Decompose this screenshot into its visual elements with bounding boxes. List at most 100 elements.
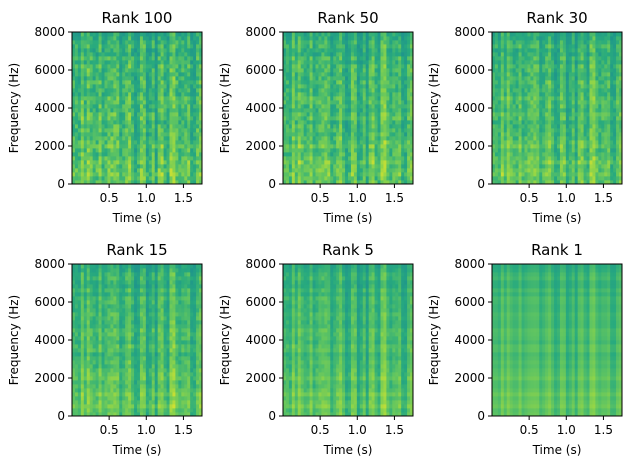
heatmap-cell bbox=[160, 40, 164, 45]
heatmap-cell bbox=[374, 64, 378, 69]
heatmap-cell bbox=[300, 176, 305, 181]
heatmap-cell bbox=[604, 116, 608, 121]
heatmap-cell bbox=[554, 104, 558, 109]
heatmap-cell bbox=[175, 84, 179, 89]
heatmap-cell bbox=[104, 112, 108, 117]
heatmap-cell bbox=[190, 124, 194, 129]
heatmap-cell bbox=[586, 68, 590, 73]
heatmap-cell bbox=[374, 176, 378, 181]
heatmap-cell bbox=[187, 176, 191, 181]
heatmap-cell bbox=[574, 76, 579, 81]
heatmap-cell bbox=[306, 148, 310, 153]
heatmap-cell bbox=[392, 108, 396, 113]
heatmap-cell bbox=[527, 176, 531, 181]
heatmap-cell bbox=[324, 40, 328, 45]
heatmap-cell bbox=[401, 128, 405, 133]
heatmap-cell bbox=[353, 104, 358, 109]
heatmap-cell bbox=[607, 140, 611, 145]
heatmap-cell bbox=[536, 116, 540, 121]
heatmap-cell bbox=[116, 180, 120, 185]
heatmap-cell bbox=[521, 108, 525, 113]
heatmap-cell bbox=[368, 88, 373, 93]
heatmap-cell bbox=[492, 132, 496, 137]
heatmap-cell bbox=[157, 124, 162, 129]
heatmap-cell bbox=[131, 136, 135, 141]
heatmap-cell bbox=[137, 116, 141, 121]
heatmap-cell bbox=[554, 176, 558, 181]
heatmap-cell bbox=[359, 116, 364, 121]
heatmap-cell bbox=[321, 32, 325, 37]
heatmap-cell bbox=[178, 144, 182, 149]
heatmap-cell bbox=[368, 176, 373, 181]
heatmap-cell bbox=[571, 164, 576, 169]
heatmap-cell bbox=[119, 144, 123, 149]
heatmap-cell bbox=[321, 128, 325, 133]
heatmap-cell bbox=[353, 100, 358, 105]
heatmap-cell bbox=[551, 44, 555, 49]
heatmap-cell bbox=[521, 80, 525, 85]
heatmap-cell bbox=[500, 148, 505, 153]
heatmap-cell bbox=[116, 108, 120, 113]
heatmap-cell bbox=[184, 124, 188, 129]
heatmap-cell bbox=[324, 52, 328, 57]
heatmap-cell bbox=[196, 84, 200, 89]
heatmap-cell bbox=[101, 56, 105, 61]
heatmap-cell bbox=[312, 160, 316, 165]
heatmap-cell bbox=[145, 76, 150, 81]
heatmap-cell bbox=[559, 164, 564, 169]
heatmap-cell bbox=[383, 160, 387, 165]
heatmap-cell bbox=[548, 48, 552, 53]
heatmap-cell bbox=[163, 92, 167, 97]
heatmap-cell bbox=[604, 100, 608, 105]
heatmap-cell bbox=[607, 88, 611, 93]
heatmap-cell bbox=[148, 124, 153, 129]
heatmap-cell bbox=[145, 40, 150, 45]
heatmap-cell bbox=[492, 68, 496, 73]
heatmap-cell bbox=[139, 104, 144, 109]
heatmap-cell bbox=[142, 144, 147, 149]
heatmap-cell bbox=[125, 120, 129, 125]
heatmap-cell bbox=[362, 112, 367, 117]
heatmap-cell bbox=[134, 36, 138, 41]
heatmap-cell bbox=[137, 144, 141, 149]
heatmap-cell bbox=[199, 152, 203, 157]
heatmap-cell bbox=[386, 152, 390, 157]
heatmap-cell bbox=[125, 60, 129, 65]
heatmap-cell bbox=[318, 60, 322, 65]
heatmap-cell bbox=[309, 104, 313, 109]
heatmap-cell bbox=[386, 92, 390, 97]
heatmap-cell bbox=[539, 56, 543, 61]
heatmap-cell bbox=[187, 112, 191, 117]
heatmap-cell bbox=[166, 48, 170, 53]
heatmap-cell bbox=[72, 80, 76, 85]
heatmap-cell bbox=[410, 40, 414, 45]
heatmap-cell bbox=[410, 128, 414, 133]
heatmap-cell bbox=[74, 68, 79, 73]
heatmap-cell bbox=[190, 108, 194, 113]
heatmap-cell bbox=[577, 168, 582, 173]
heatmap-cell bbox=[339, 112, 343, 117]
heatmap-cell bbox=[530, 160, 534, 165]
heatmap-cell bbox=[592, 76, 596, 81]
heatmap-cell bbox=[104, 144, 108, 149]
x-tick-label: 1.0 bbox=[348, 191, 367, 205]
heatmap-cell bbox=[377, 104, 381, 109]
heatmap-cell bbox=[374, 68, 378, 73]
heatmap-cell bbox=[80, 144, 85, 149]
heatmap-cell bbox=[348, 164, 352, 169]
heatmap-cell bbox=[77, 68, 82, 73]
heatmap-cell bbox=[285, 108, 290, 113]
heatmap-cell bbox=[410, 100, 414, 105]
heatmap-cell bbox=[131, 92, 135, 97]
heatmap-cell bbox=[190, 32, 194, 37]
heatmap-cell bbox=[557, 52, 561, 57]
heatmap-cell bbox=[119, 164, 123, 169]
heatmap-cell bbox=[172, 120, 176, 125]
heatmap-cell bbox=[169, 104, 173, 109]
heatmap-cell bbox=[536, 68, 540, 73]
heatmap-cell bbox=[336, 120, 340, 125]
heatmap-cell bbox=[345, 40, 349, 45]
heatmap-cell bbox=[565, 32, 570, 37]
heatmap-cell bbox=[613, 64, 617, 69]
heatmap-cell bbox=[128, 172, 132, 177]
